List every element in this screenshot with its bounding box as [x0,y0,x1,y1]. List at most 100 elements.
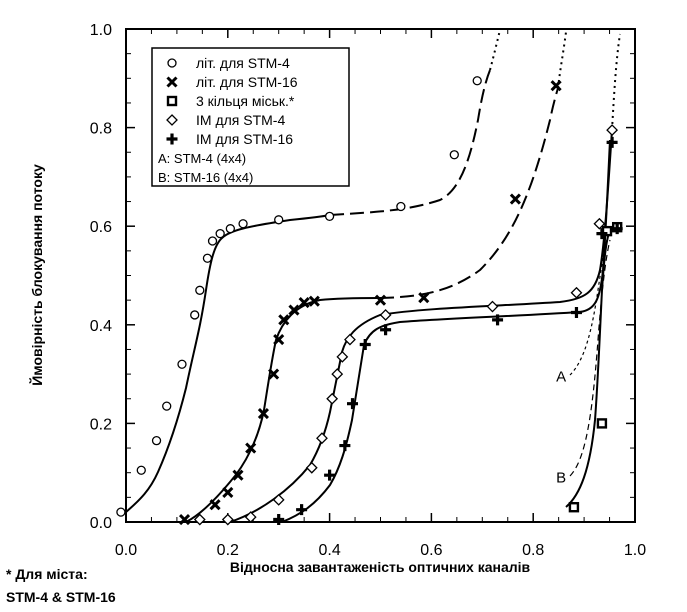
data-point-plus [380,324,392,336]
markers [116,76,623,526]
data-point-x [509,193,521,205]
annotations: AB [556,369,566,487]
data-point-circle [207,236,218,246]
data-point-diamond [193,513,206,526]
annotation-label: A [556,369,566,386]
legend: літ. для STM-4 літ. для STM-16 3 кільця мі… [151,47,350,187]
x-tick-label: 0.0 [115,542,137,559]
data-point-circle [195,285,205,295]
legend-label: B: STM-16 (4x4) [158,170,253,185]
data-point-plus [347,398,359,410]
curve-b-stm16-4x4 [569,239,611,477]
data-point-square [596,418,608,429]
y-tick-label: 0.6 [90,219,112,236]
data-point-x [298,297,310,309]
data-point-diamond [379,309,392,321]
data-point-plus [570,306,582,318]
data-point-plus [606,136,618,148]
data-point-plus [611,223,623,235]
x-tick-label: 0.8 [522,542,544,559]
data-point-plus [359,339,371,351]
data-point-diamond [486,300,499,313]
y-tick-label: 0.4 [90,318,112,335]
data-point-diamond [570,286,583,299]
data-point-circle [202,253,213,263]
data-point-x [308,295,320,307]
curve-a-stm4-4x4 [569,234,609,376]
legend-label: літ. для STM-16 [196,74,298,90]
curve-im-stm4-dotted [611,33,621,131]
y-tick-label: 1.0 [90,22,112,39]
legend-marker-plus [166,133,178,145]
data-point-circle [177,359,187,369]
data-point-x [209,499,221,511]
data-point-x [288,304,300,316]
data-point-x [257,407,269,420]
legend-label: ІМ для STM-4 [196,112,285,128]
data-point-diamond [331,368,344,381]
data-point-circle [225,224,235,234]
y-axis-label: Ймовірність блокування потоку [28,164,45,386]
data-point-diamond [272,493,285,506]
data-point-plus [324,469,336,481]
x-axis-label: Відносна завантаженість оптичних каналів [230,559,531,575]
curve-lit-stm4-solid [125,214,331,513]
curve-im-stm16 [281,139,611,523]
data-point-x [273,334,285,346]
data-point-x [418,292,430,304]
data-point-diamond [305,461,318,474]
data-point-x [245,442,257,454]
data-point-x [222,486,234,498]
curve-lit-stm16-dotted [557,31,567,89]
data-point-circle [449,150,459,160]
data-point-circle [215,228,225,239]
data-point-diamond [316,432,328,445]
x-tick-label: 1.0 [624,542,646,559]
data-point-circle [116,507,126,517]
legend-box [151,47,350,187]
curve-im-stm4 [229,129,613,523]
data-point-diamond [336,350,349,363]
data-point-circle [162,401,172,411]
data-point-circle [238,219,248,229]
curve-lit-stm16-dashed [379,87,559,299]
data-point-plus [596,228,608,240]
data-point-plus [296,504,308,516]
data-point-diamond [344,333,356,346]
x-tick-label: 0.6 [420,542,442,559]
data-point-diamond [221,513,234,526]
data-point-plus [492,314,504,326]
data-point-circle [274,215,284,225]
data-point-circle [396,201,406,212]
footnote-line-2: STM-4 & STM-16 [6,589,116,605]
data-point-square [568,502,580,513]
data-point-diamond [593,217,606,230]
legend-marker-circle [167,58,177,68]
curve-lit-stm16-solid [185,297,381,523]
legend-label: 3 кільця міськ.* [196,93,295,109]
data-point-x [278,314,290,326]
legend-marker-diamond [166,114,178,126]
data-point-x [550,80,562,92]
data-point-circle [190,310,200,320]
data-point-circle [324,211,335,221]
legend-label: літ. для STM-4 [196,55,290,71]
y-tick-label: 0.2 [90,416,112,433]
curve-lit-stm4-dotted [489,29,501,71]
legend-marker-square [166,95,178,107]
data-point-circle [136,465,146,475]
data-point-diamond [244,511,257,523]
curve-city-rings [565,229,611,508]
data-point-circle [472,76,482,86]
data-point-plus [273,514,285,526]
legend-marker-x [166,76,178,88]
data-point-x [178,513,191,526]
data-point-x [374,294,387,306]
footnote-line-1: * Для міста: [6,566,88,582]
data-point-diamond [326,392,339,405]
data-point-x [268,368,280,380]
annotation-label: B [556,470,566,487]
data-point-plus [339,440,351,452]
y-tick-label: 0.0 [90,515,112,532]
